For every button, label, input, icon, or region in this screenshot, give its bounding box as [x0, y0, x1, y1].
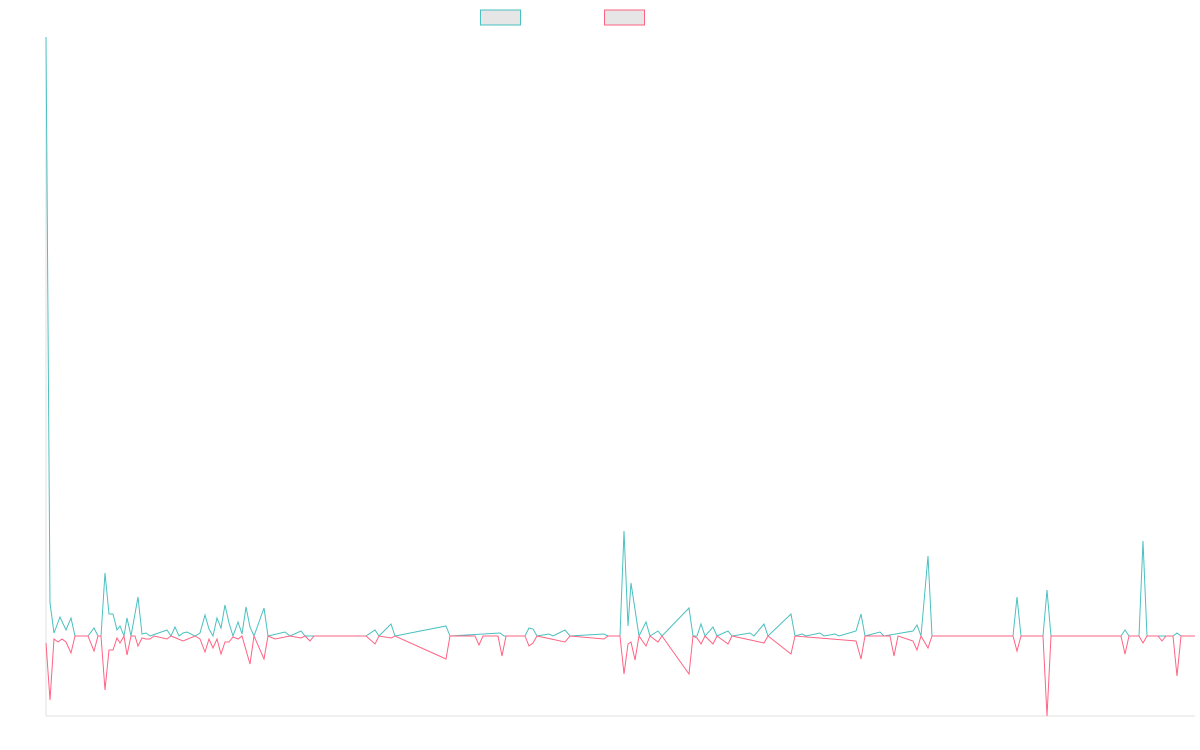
series-line-1 [45, 36, 1195, 638]
legend [480, 9, 645, 26]
legend-swatch-1[interactable] [480, 9, 521, 26]
series-group [45, 36, 1195, 717]
legend-swatch-2[interactable] [604, 9, 645, 26]
series-line-2 [45, 634, 1195, 717]
